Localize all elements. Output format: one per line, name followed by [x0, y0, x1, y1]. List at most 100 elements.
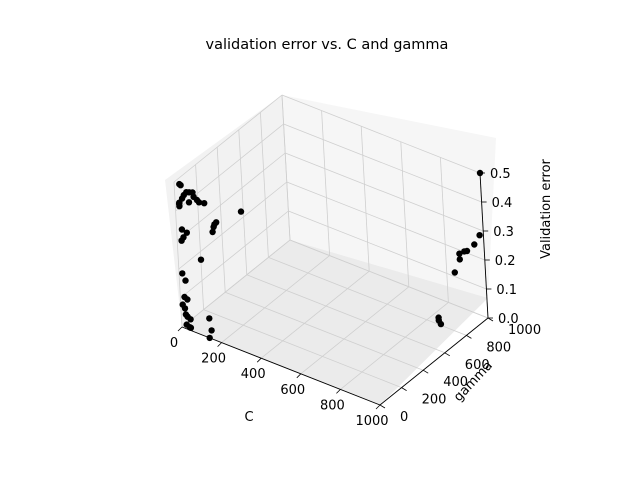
x-tick-label: 0 — [170, 336, 178, 351]
scatter-point — [182, 277, 189, 284]
x-tick-label: 1000 — [355, 414, 388, 429]
grid-line-y — [281, 94, 291, 241]
y-tick-label: 200 — [422, 393, 447, 408]
scatter-point — [184, 296, 191, 303]
scatter-point — [206, 334, 213, 342]
x-tick-mark — [336, 389, 341, 394]
y-tick-mark — [379, 404, 386, 409]
grid-line-y — [203, 309, 402, 388]
grid-line-x — [440, 157, 449, 303]
grid-line-z — [176, 152, 286, 241]
grid-line-z — [180, 210, 289, 299]
grid-line-z — [178, 181, 288, 270]
grid-line-x — [221, 255, 330, 343]
grid-line-x — [340, 302, 449, 390]
points-layer — [175, 169, 484, 342]
scatter-point — [206, 315, 213, 322]
y-tick-mark — [466, 335, 472, 339]
scatter-point — [456, 256, 463, 263]
grid-line-z — [173, 94, 283, 183]
scatter-point — [208, 327, 215, 334]
y-tick-label: 400 — [443, 375, 468, 390]
x-axis-label: C — [244, 410, 253, 425]
scatter-point — [237, 208, 245, 215]
pane-left — [165, 95, 290, 327]
grid-line-z — [289, 239, 489, 319]
x-tick-mark — [177, 326, 183, 332]
x-tick-label: 400 — [241, 367, 266, 382]
grid-line-z — [288, 210, 487, 290]
chart-title: validation error vs. C and gamma — [206, 37, 449, 53]
scatter-point — [463, 247, 471, 255]
scatter-point — [471, 241, 478, 248]
scatter-point — [197, 256, 205, 263]
z-tick-label: 0.4 — [492, 196, 513, 211]
scatter-point — [209, 228, 216, 236]
pane-back — [282, 95, 496, 298]
x-tick-label: 200 — [201, 352, 226, 367]
z-tick-label: 0.5 — [490, 167, 511, 182]
grid-line-y — [246, 274, 445, 354]
pane-floor — [182, 240, 488, 405]
scatter-point — [187, 316, 194, 323]
grid-line-y — [195, 164, 204, 310]
x-axis-line — [181, 326, 381, 406]
scatter-point — [195, 199, 203, 206]
scatter-point — [210, 223, 217, 231]
y-tick-mark — [422, 369, 429, 374]
scatter-point — [476, 169, 484, 177]
scatter-point — [179, 270, 186, 277]
x-tick-mark — [217, 342, 222, 347]
y-tick-label: 1000 — [508, 323, 541, 338]
scatter-point — [183, 229, 190, 236]
scatter-point — [187, 324, 195, 331]
scatter-point — [181, 305, 189, 312]
grid-line-x — [321, 110, 330, 256]
scatter-point — [476, 232, 483, 239]
x-tick-label: 600 — [280, 383, 305, 398]
scatter-point — [201, 200, 208, 207]
grid-line-y — [268, 257, 467, 336]
x-tick-mark — [375, 404, 381, 410]
z-axis-line — [479, 172, 489, 319]
grid-line-z — [286, 181, 485, 261]
grid-line-y — [225, 291, 424, 371]
y-tick-label: 800 — [486, 340, 511, 355]
grid-line-x — [360, 126, 370, 272]
z-axis-label: Validation error — [539, 158, 554, 258]
z-tick-label: 0.2 — [495, 254, 516, 269]
scatter-point — [456, 250, 463, 257]
y-tick-mark — [401, 387, 407, 391]
grid-line-z — [283, 123, 482, 203]
grid-line-y — [260, 112, 269, 258]
y-tick-label: 600 — [465, 358, 490, 373]
y-axis-line — [379, 317, 489, 406]
grid-line-z — [181, 239, 291, 328]
scatter-point — [178, 237, 185, 244]
grid-line-x — [260, 270, 370, 359]
scatter-point — [178, 226, 186, 233]
scatter-point — [437, 320, 445, 328]
scatter-point — [185, 199, 193, 206]
scatter-point — [451, 269, 458, 276]
grid-line-x — [400, 141, 410, 287]
grid-line-y — [216, 147, 226, 293]
x-tick-mark — [296, 373, 302, 379]
scatter-point — [177, 182, 184, 189]
y-tick-mark — [487, 317, 494, 322]
scatter-point — [176, 203, 183, 210]
z-tick-label: 0.3 — [493, 225, 514, 240]
grid-line-z — [281, 94, 481, 174]
z-tick-label: 0.0 — [498, 312, 519, 327]
y-tick-label: 0 — [400, 410, 408, 425]
grid — [173, 94, 489, 406]
z-tick-label: 0.1 — [496, 283, 517, 298]
x-tick-label: 800 — [320, 398, 345, 413]
x-tick-mark — [256, 357, 262, 363]
y-tick-mark — [444, 352, 451, 357]
grid-line-z — [285, 152, 484, 232]
grid-line-x — [300, 286, 410, 375]
grid-line-y — [238, 129, 248, 275]
